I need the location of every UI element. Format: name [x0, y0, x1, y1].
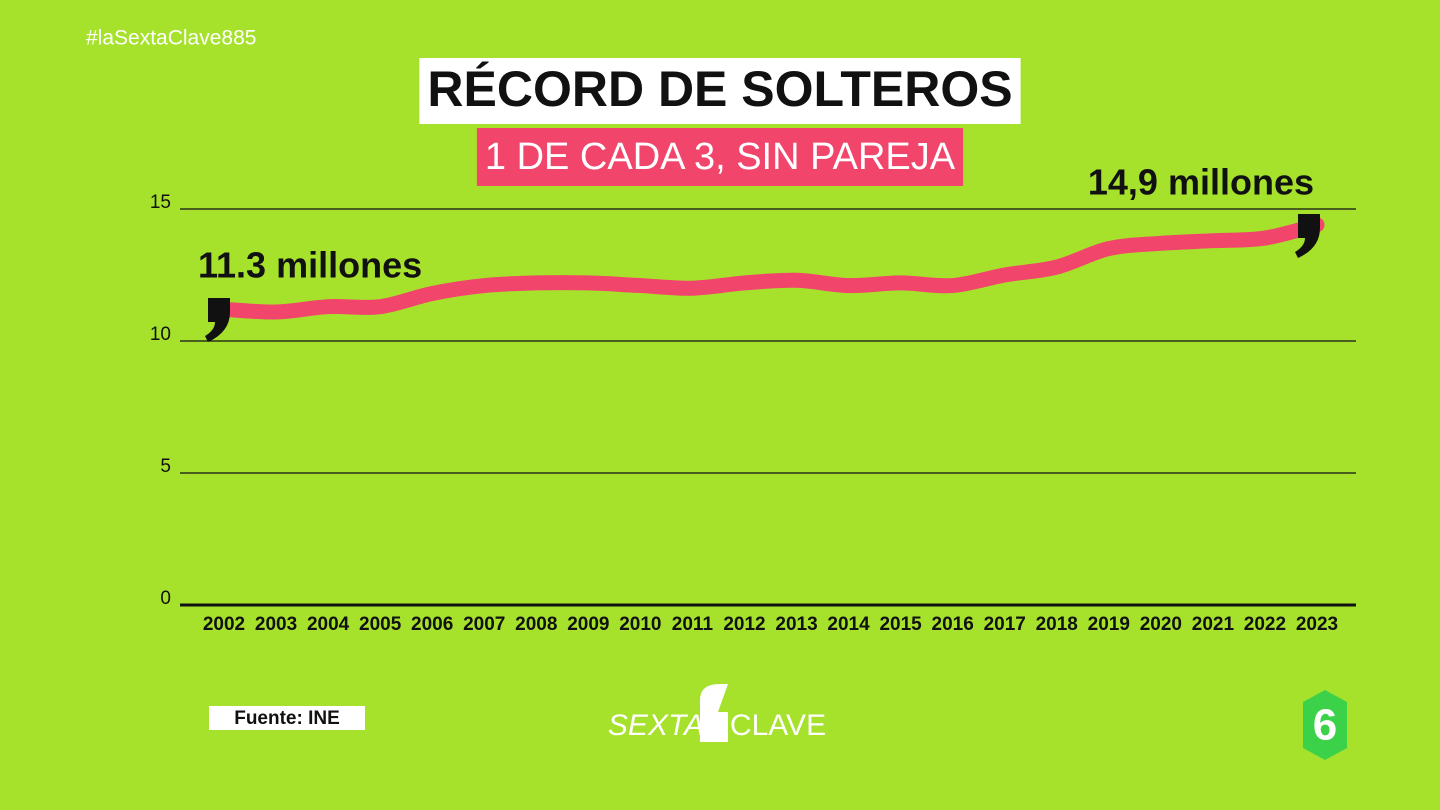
- annotation: 14,9 millones: [1088, 162, 1314, 203]
- hashtag: #laSextaClave885: [86, 27, 256, 50]
- source: Fuente: INE: [234, 708, 340, 729]
- x-tick-label: 2013: [775, 614, 817, 635]
- x-tick-label: 2007: [463, 614, 505, 635]
- x-tick-label: 2008: [515, 614, 557, 635]
- x-tick-label: 2015: [879, 614, 922, 635]
- y-tick-label: 15: [150, 192, 171, 213]
- y-tick-label: 0: [160, 588, 171, 609]
- line-series: [216, 217, 1325, 320]
- chart-subtitle: 1 DE CADA 3, SIN PAREJA: [485, 136, 956, 178]
- logo-left: SEXTA: [608, 709, 704, 742]
- comma-mark: [1295, 214, 1320, 258]
- x-tick-label: 2023: [1296, 614, 1338, 635]
- source-box: [209, 706, 365, 730]
- y-tick-label: 5: [160, 456, 171, 477]
- title-box: [419, 58, 1021, 124]
- x-tick-label: 2014: [827, 614, 870, 635]
- x-tick-label: 2009: [567, 614, 609, 635]
- comma-mark: [205, 298, 230, 342]
- channel-logo: [1303, 690, 1347, 760]
- x-tick-label: 2019: [1088, 614, 1130, 635]
- x-tick-label: 2017: [984, 614, 1026, 635]
- chart-title: RÉCORD DE SOLTEROS: [427, 61, 1012, 117]
- x-tick-label: 2010: [619, 614, 661, 635]
- x-tick-label: 2006: [411, 614, 453, 635]
- x-tick-label: 2021: [1192, 614, 1235, 635]
- x-tick-label: 2002: [203, 614, 245, 635]
- x-tick-label: 2012: [723, 614, 765, 635]
- x-tick-label: 2005: [359, 614, 402, 635]
- x-tick-label: 2016: [932, 614, 974, 635]
- x-tick-label: 2011: [672, 614, 714, 635]
- x-tick-label: 2004: [307, 614, 350, 635]
- logo-mark: [700, 684, 728, 742]
- logo-right: CLAVE: [730, 709, 826, 742]
- x-tick-label: 2018: [1036, 614, 1078, 635]
- annotation: 11.3 millones: [198, 245, 422, 286]
- x-tick-label: 2020: [1140, 614, 1182, 635]
- subtitle-box: [476, 128, 964, 186]
- x-tick-label: 2022: [1244, 614, 1286, 635]
- x-tick-label: 2003: [255, 614, 297, 635]
- channel-number: 6: [1313, 701, 1337, 750]
- y-tick-label: 10: [150, 324, 171, 345]
